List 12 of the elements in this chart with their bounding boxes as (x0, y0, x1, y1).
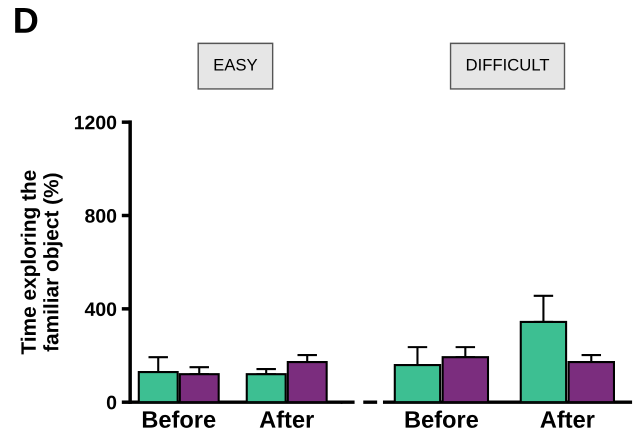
chart-title: EASY (214, 58, 258, 71)
x-tick-label: After (260, 410, 314, 428)
y-tick-label: 800 (85, 208, 116, 223)
x-tick-label: After (540, 410, 595, 428)
x-tick-label: Before (142, 410, 216, 428)
y-axis-title: Time exploring the familiar object (%) (20, 170, 63, 354)
y-tick-label: 0 (106, 396, 116, 410)
y-tick-label: 400 (84, 302, 116, 316)
y-tick-label: 1200 (74, 116, 116, 130)
text: D (15, 8, 38, 33)
x-tick-label: Before (406, 410, 478, 428)
chart-title: DIFFICULT (466, 58, 550, 71)
